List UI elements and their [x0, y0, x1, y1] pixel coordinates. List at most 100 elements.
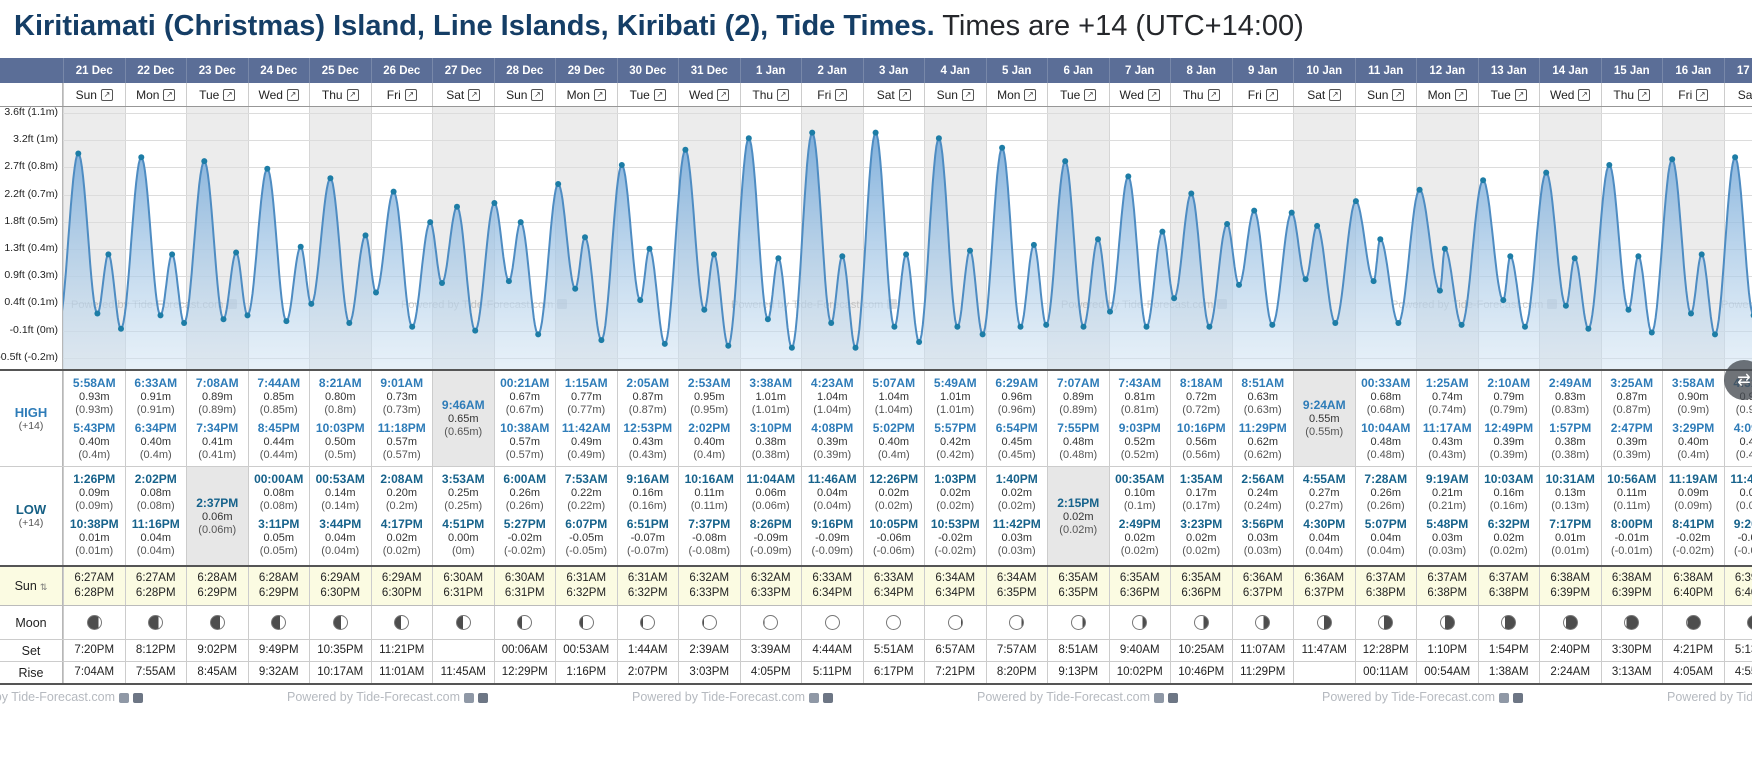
expand-icon[interactable]: ↗ [835, 88, 848, 101]
tide-event: 5:07PM 0.04m (0.04m) [1356, 517, 1417, 558]
moon-cell [63, 606, 125, 639]
weekday-cell[interactable]: Thu ↗ [309, 83, 371, 106]
tide-extreme-point [1688, 310, 1694, 317]
expand-icon[interactable]: ↗ [1514, 88, 1527, 101]
weekday-cell[interactable]: Wed ↗ [678, 83, 740, 106]
weekday-cell[interactable]: Tue ↗ [616, 83, 678, 106]
weekday-cell[interactable]: Thu ↗ [739, 83, 801, 106]
weekday-cell[interactable]: Sun ↗ [924, 83, 986, 106]
moon-cell [1354, 606, 1416, 639]
sunrise-time: 6:32AM [750, 572, 791, 584]
weekday-cell[interactable]: Sun ↗ [63, 83, 125, 106]
expand-icon[interactable]: ↗ [1696, 88, 1709, 101]
expand-icon[interactable]: ↗ [593, 88, 606, 101]
low-tide-time: 1:35AM [1179, 472, 1223, 486]
weekday-cell[interactable]: Sun ↗ [493, 83, 555, 106]
weekday-cell[interactable]: Thu ↗ [1600, 83, 1662, 106]
tide-event: 9:03PM 0.52m (0.52m) [1110, 421, 1171, 462]
tide-height-alt: (0.03m) [1428, 545, 1467, 557]
weekday-cell[interactable]: Fri ↗ [1662, 83, 1724, 106]
weekday-cell[interactable]: Mon ↗ [555, 83, 617, 106]
weekday-cell[interactable]: Sat↗ [862, 83, 924, 106]
app-badge-icon [1168, 692, 1178, 703]
moon-cell [1170, 606, 1232, 639]
expand-icon[interactable]: ↗ [1084, 88, 1097, 101]
expand-icon[interactable]: ↗ [777, 88, 790, 101]
weekday-cell[interactable]: Fri ↗ [801, 83, 863, 106]
expand-icon[interactable]: ↗ [163, 88, 176, 101]
tide-event: 7:43AM 0.81m (0.81m) [1110, 376, 1171, 417]
weekday-cell[interactable]: Wed ↗ [1539, 83, 1601, 106]
weekday-cell[interactable]: Sat↗ [432, 83, 494, 106]
sunrise-time: 6:33AM [812, 572, 853, 584]
weekday-cell[interactable]: Tue ↗ [1047, 83, 1109, 106]
expand-icon[interactable]: ↗ [961, 88, 974, 101]
expand-icon[interactable]: ↗ [1638, 88, 1651, 101]
powered-by-link[interactable]: Powered by Tide-Forecast.com [632, 690, 833, 704]
weekday-cell[interactable]: Wed ↗ [247, 83, 309, 106]
expand-icon[interactable]: ↗ [1329, 88, 1342, 101]
chart-gridline [63, 113, 1752, 114]
tide-event: 1:35AM 0.17m (0.17m) [1171, 472, 1232, 513]
y-axis-tick-label: 0.4ft (0.1m) [4, 296, 58, 309]
expand-icon[interactable]: ↗ [1024, 88, 1037, 101]
chart-day-stripe [1108, 107, 1171, 369]
scroll-right-button[interactable]: ⇄ [1724, 360, 1752, 400]
powered-by-link[interactable]: Powered by Tide-Forecast.com [0, 690, 143, 704]
weekday-cell[interactable]: Thu ↗ [1170, 83, 1232, 106]
weekday-cell[interactable]: Fri ↗ [1231, 83, 1293, 106]
tide-height-m: 0.48m [1370, 436, 1402, 448]
low-tide-cell: 10:31AM 0.13m (0.13m) 7:17PM 0.01m (0.01m) [1539, 467, 1601, 565]
expand-icon[interactable]: ↗ [1147, 88, 1160, 101]
expand-icon[interactable]: ↗ [717, 88, 730, 101]
expand-icon[interactable]: ↗ [223, 88, 236, 101]
date-cell: 7 Jan [1108, 58, 1171, 83]
tide-extreme-point [1585, 325, 1592, 332]
weekday-cell[interactable]: Mon ↗ [1416, 83, 1478, 106]
tide-extreme-point [852, 344, 859, 351]
weekday-cell[interactable]: Sat↗ [1723, 83, 1752, 106]
moonrise-cell: 2:07PM [616, 662, 678, 683]
moonrise-cell: 7:21PM [924, 662, 986, 683]
weekday-cell[interactable]: Tue ↗ [186, 83, 248, 106]
tide-height-alt: (0.22m) [567, 500, 606, 512]
expand-icon[interactable]: ↗ [1265, 88, 1278, 101]
weekday-cell[interactable]: Mon ↗ [124, 83, 186, 106]
tide-height-alt: (0.16m) [1489, 500, 1528, 512]
powered-by-link[interactable]: Powered by Tide-Forecast.com [287, 690, 488, 704]
weekday-cell[interactable]: Tue ↗ [1477, 83, 1539, 106]
expand-icon[interactable]: ↗ [1454, 88, 1467, 101]
tide-extreme-point [491, 200, 498, 206]
tide-extreme-point [1188, 190, 1195, 197]
weekday-cell[interactable]: Mon ↗ [985, 83, 1047, 106]
expand-icon[interactable]: ↗ [286, 88, 299, 101]
expand-icon[interactable]: ↗ [100, 88, 113, 101]
weekday-cell[interactable]: Sat↗ [1293, 83, 1355, 106]
expand-icon[interactable]: ↗ [1392, 88, 1405, 101]
tide-height-alt: (0.4m) [139, 449, 172, 461]
tide-height-alt: (0.89m) [198, 404, 237, 416]
powered-by-link[interactable]: Powered by Tide-Forecast.com [1667, 690, 1752, 704]
weekday-cell[interactable]: Fri ↗ [370, 83, 432, 106]
powered-by-link[interactable]: Powered by Tide-Forecast.com [977, 690, 1178, 704]
tide-height-m: -0.02m [507, 532, 542, 544]
tide-height-alt: (0.67m) [505, 404, 544, 416]
expand-icon[interactable]: ↗ [531, 88, 544, 101]
expand-icon[interactable]: ↗ [404, 88, 417, 101]
tide-event: 3:10PM 0.38m (0.38m) [741, 421, 802, 462]
chart-gridline [63, 221, 1752, 223]
tide-height-m: 0.17m [1185, 487, 1217, 499]
date-cell: 3 Jan [862, 58, 925, 83]
expand-icon[interactable]: ↗ [1207, 88, 1220, 101]
powered-by-link[interactable]: Powered by Tide-Forecast.com [1322, 690, 1523, 704]
low-tide-time: 9:19AM [1425, 472, 1469, 486]
expand-icon[interactable]: ↗ [468, 88, 481, 101]
tide-extreme-point [682, 146, 689, 153]
expand-icon[interactable]: ↗ [1578, 88, 1591, 101]
expand-icon[interactable]: ↗ [346, 88, 359, 101]
expand-icon[interactable]: ↗ [898, 88, 911, 101]
weekday-cell[interactable]: Wed ↗ [1108, 83, 1170, 106]
weekday-cell[interactable]: Sun ↗ [1354, 83, 1416, 106]
expand-icon[interactable]: ↗ [653, 88, 666, 101]
sun-row-label: Sun ⇅ [0, 567, 63, 605]
